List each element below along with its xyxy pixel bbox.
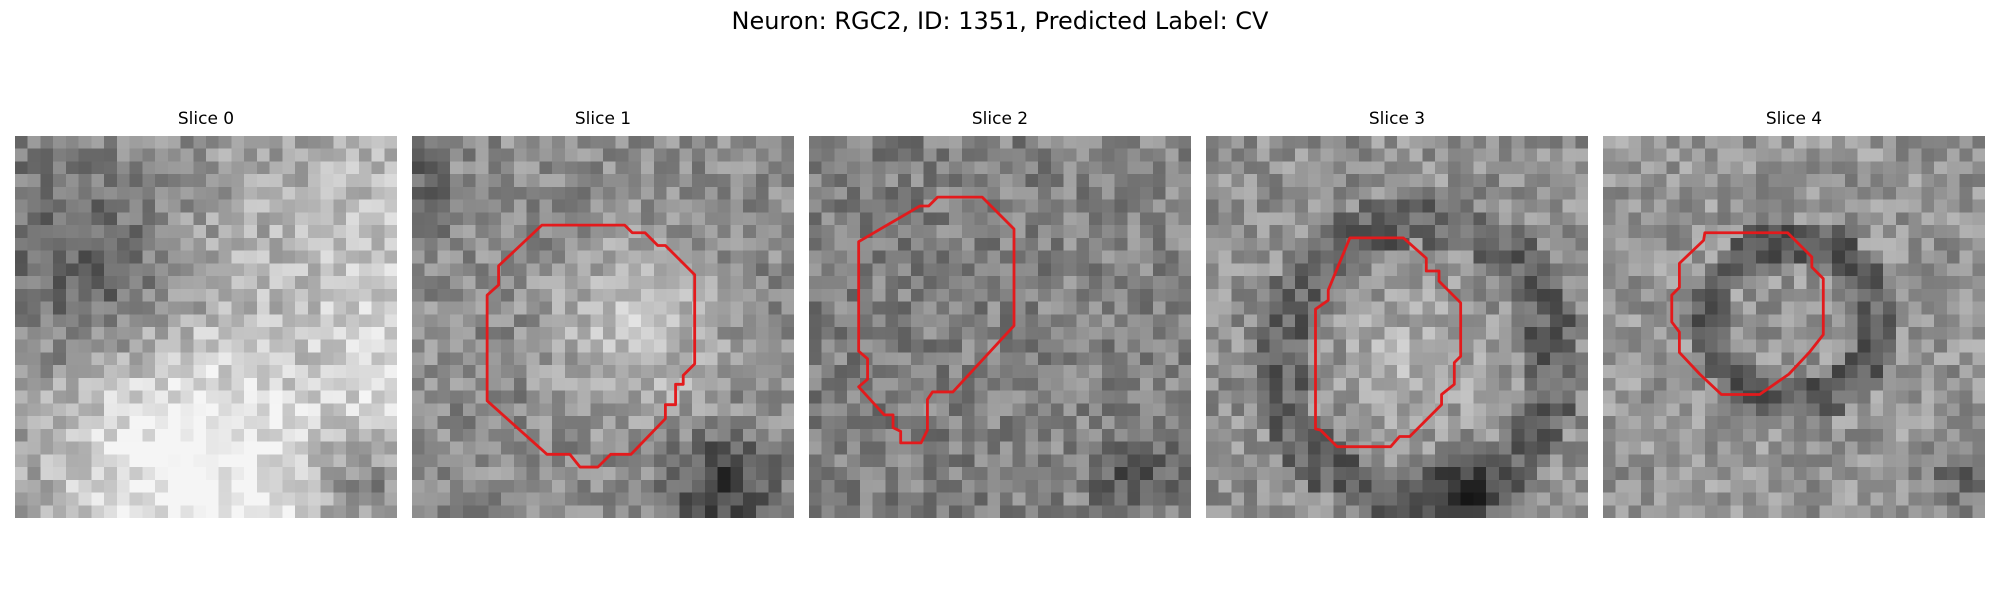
slice-image-1 — [412, 136, 794, 518]
slice-title-0: Slice 0 — [177, 109, 235, 129]
slice-title-4: Slice 4 — [1765, 109, 1823, 129]
slice-title-1: Slice 1 — [574, 109, 632, 129]
slice-title-3: Slice 3 — [1368, 109, 1426, 129]
slice-image-2 — [809, 136, 1191, 518]
figure-title: Neuron: RGC2, ID: 1351, Predicted Label:… — [731, 7, 1269, 35]
slice-image-3 — [1206, 136, 1588, 518]
slice-panel-3: Slice 3 — [1206, 108, 1588, 518]
slice-panel-0: Slice 0 — [15, 108, 397, 518]
slice-panel-2: Slice 2 — [809, 108, 1191, 518]
slice-panel-1: Slice 1 — [412, 108, 794, 518]
slice-panel-4: Slice 4 — [1603, 108, 1985, 518]
slice-title-2: Slice 2 — [971, 109, 1029, 129]
segmentation-contour-2 — [857, 195, 1016, 445]
segmentation-contour-1 — [485, 223, 697, 469]
slice-image-4 — [1603, 136, 1985, 518]
slice-image-0 — [15, 136, 397, 518]
segmentation-contour-3 — [1314, 236, 1463, 449]
segmentation-contour-4 — [1670, 231, 1825, 396]
